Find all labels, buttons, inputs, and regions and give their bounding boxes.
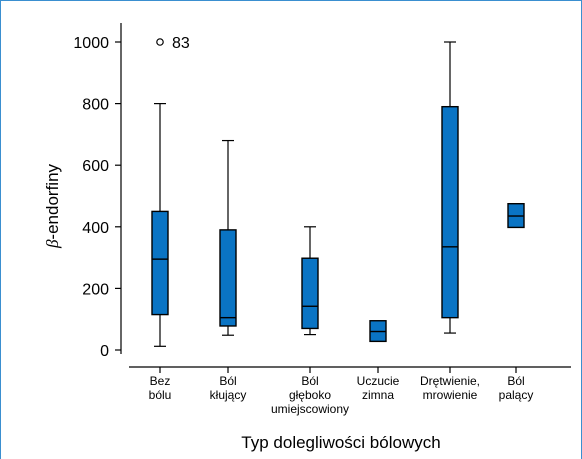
category-label: zimna (362, 388, 394, 402)
outlier-point (156, 38, 164, 46)
y-tick-label: 800 (82, 97, 109, 114)
box-group (219, 139, 237, 373)
box (301, 257, 319, 330)
box-group (507, 202, 525, 373)
y-axis-title: β-endorfiny (43, 163, 62, 249)
box (219, 229, 237, 327)
category-label: umiejscowiony (271, 402, 349, 416)
box-group (301, 226, 319, 373)
box (441, 105, 459, 319)
x-axis-title: Typ dolegliwości bólowych (241, 433, 440, 452)
category-label: mrowienie (423, 388, 478, 402)
category-label: bólu (149, 388, 172, 402)
box (151, 210, 169, 316)
category-label: Bez (150, 374, 171, 388)
y-tick-label: 1000 (73, 35, 109, 52)
y-axis-title-text: -endorfiny (43, 163, 62, 239)
y-tick-label: 200 (82, 281, 109, 298)
category-label: palący (499, 388, 534, 402)
category-label: kłujący (210, 388, 247, 402)
axes (115, 23, 571, 368)
y-tick-label: 600 (82, 158, 109, 175)
category-label: Drętwienie, (420, 374, 480, 388)
y-axis-title-symbol: β (43, 239, 62, 249)
category-label: Ból (219, 374, 236, 388)
category-label: Ból (301, 374, 318, 388)
y-tick-label: 400 (82, 220, 109, 237)
y-tick-label: 0 (100, 343, 109, 360)
category-label: głęboko (289, 388, 331, 402)
labels: 0 200 400 600 800 1000 β-endorfiny Typ dolegliw… (43, 35, 533, 452)
category-label: Ból (507, 374, 524, 388)
outlier-label: 83 (172, 35, 190, 52)
box-group (441, 41, 459, 373)
box-group (369, 320, 387, 373)
category-label: Uczucie (357, 374, 400, 388)
boxes (151, 38, 525, 373)
box-group (151, 38, 169, 373)
